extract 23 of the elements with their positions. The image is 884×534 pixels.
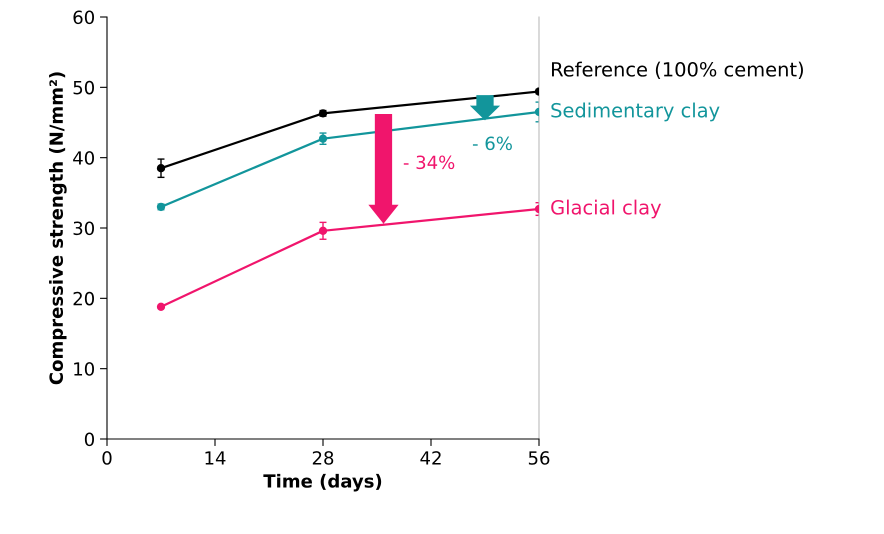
series-label: Reference (100% cement): [552, 62, 803, 79]
y-tick-label: 10: [74, 362, 94, 376]
point: [156, 302, 166, 311]
y-tick-label: 30: [74, 221, 94, 236]
y-tick-label: 0: [84, 432, 94, 446]
x-tick-label: 42: [420, 451, 441, 465]
point: [318, 134, 328, 143]
point: [318, 226, 328, 235]
x-tick-label: 28: [312, 451, 334, 465]
y-tick-label: 40: [73, 151, 94, 165]
x-tick-label: 56: [528, 451, 550, 465]
x-tick-label: 0: [102, 451, 112, 465]
series-label: Sedimentary clay: [551, 102, 720, 122]
point: [156, 164, 166, 172]
series-label: Glacial clay: [551, 200, 662, 218]
annotation: - 34%: [404, 156, 454, 170]
y-axis-title: Compressive strength (N/mm²): [49, 72, 67, 384]
x-axis-title: Time (days): [263, 474, 382, 492]
x-tick-label: 14: [205, 451, 226, 465]
y-tick-label: 20: [74, 292, 94, 306]
y-tick-label: 50: [74, 80, 94, 94]
annotation: - 6%: [472, 136, 512, 150]
y-tick-label: 60: [73, 10, 94, 24]
